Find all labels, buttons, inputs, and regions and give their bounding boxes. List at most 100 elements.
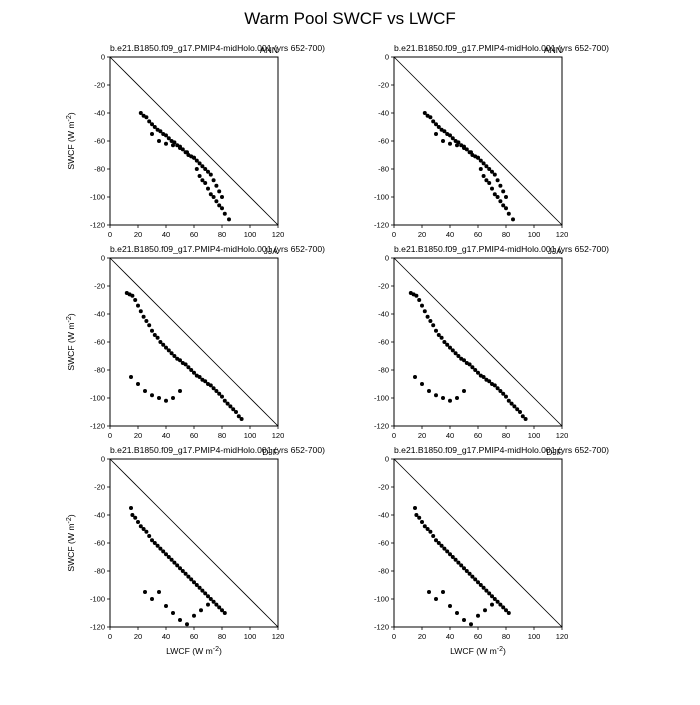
y-tick-label: -40 [94, 109, 105, 118]
data-point [144, 529, 149, 534]
data-point [164, 398, 168, 403]
data-point [194, 167, 199, 171]
data-point [445, 549, 450, 554]
x-tick-label: 120 [272, 632, 285, 641]
data-point [189, 577, 194, 582]
data-point [462, 358, 466, 363]
data-point [487, 181, 492, 185]
data-point [231, 407, 236, 412]
data-point [178, 358, 182, 363]
data-point [220, 608, 224, 613]
data-point [178, 146, 182, 150]
data-point [178, 566, 182, 571]
data-point [206, 169, 210, 174]
data-point [130, 293, 135, 298]
data-point [504, 394, 508, 399]
y-tick-label: -120 [374, 422, 389, 431]
y-tick-label: -60 [378, 137, 389, 146]
data-point [161, 549, 166, 554]
data-point [192, 613, 196, 618]
data-point [436, 125, 441, 129]
data-point [157, 139, 161, 143]
data-point [157, 396, 161, 400]
data-point [498, 389, 503, 393]
data-point [490, 602, 494, 607]
data-point [158, 546, 163, 551]
reference-line [109, 56, 279, 226]
x-tick-label: 20 [418, 632, 426, 641]
data-point [490, 594, 494, 599]
data-point [143, 389, 147, 393]
x-axis-label: LWCF (W m-2) [166, 646, 222, 657]
data-point [490, 169, 494, 174]
data-point [417, 515, 422, 520]
data-point [442, 129, 447, 134]
data-point [171, 143, 175, 148]
data-point [431, 534, 436, 538]
x-tick-label: 100 [528, 632, 541, 641]
x-tick-label: 20 [418, 431, 426, 440]
panel-title: b.e21.B1850.f09_g17.PMIP4-midHolo.001 (y… [394, 244, 609, 254]
data-point [455, 611, 459, 615]
y-axis-label: SWCF (W m-2) [66, 514, 77, 571]
data-point [217, 189, 222, 194]
data-point [473, 368, 478, 372]
data-point [166, 555, 171, 559]
data-point [501, 203, 506, 208]
data-point [178, 618, 182, 622]
data-point [439, 335, 444, 340]
x-tick-label: 40 [446, 431, 454, 440]
data-point [442, 340, 447, 344]
data-point [203, 181, 208, 185]
y-tick-label: -120 [90, 422, 105, 431]
data-point [453, 557, 458, 562]
data-point [487, 379, 492, 384]
y-tick-label: -120 [374, 221, 389, 230]
y-tick-label: -60 [378, 338, 389, 347]
data-point [453, 351, 458, 356]
x-tick-label: 80 [218, 431, 226, 440]
y-tick-label: -40 [378, 511, 389, 520]
data-point [147, 323, 152, 328]
data-point [478, 583, 483, 587]
data-point [436, 333, 441, 337]
data-point [197, 161, 202, 166]
x-tick-label: 60 [474, 632, 482, 641]
data-point [214, 199, 219, 204]
data-point [462, 566, 466, 571]
data-point [197, 375, 202, 379]
data-point [476, 613, 480, 618]
y-axis-label: SWCF (W m-2) [66, 112, 77, 169]
data-point [481, 161, 486, 166]
data-point [501, 391, 506, 396]
data-point [228, 404, 233, 409]
data-point [414, 293, 419, 298]
y-tick-label: -120 [374, 623, 389, 632]
data-point [225, 401, 230, 406]
data-point [164, 345, 168, 350]
x-tick-label: 120 [556, 431, 569, 440]
data-point [428, 319, 433, 323]
y-tick-label: -80 [378, 567, 389, 576]
data-point [192, 580, 196, 585]
data-point [441, 396, 445, 400]
data-point [172, 560, 177, 565]
x-tick-label: 120 [556, 230, 569, 239]
data-point [490, 186, 494, 191]
y-tick-label: -100 [90, 193, 105, 202]
data-point [495, 178, 500, 183]
data-point [420, 303, 424, 308]
x-tick-label: 0 [392, 431, 396, 440]
panel-3: 0 20 40 60 80 100 120 0 -20 -40 -60 -80 -100 -120 b.e2… [66, 244, 326, 440]
data-point [236, 414, 241, 419]
data-point [211, 599, 216, 604]
y-tick-label: -120 [90, 623, 105, 632]
data-point [484, 588, 489, 593]
data-point [484, 178, 489, 183]
y-tick-label: -20 [378, 81, 389, 90]
data-point [459, 563, 464, 568]
data-point [462, 389, 466, 393]
data-point [155, 543, 160, 548]
x-tick-label: 120 [556, 632, 569, 641]
